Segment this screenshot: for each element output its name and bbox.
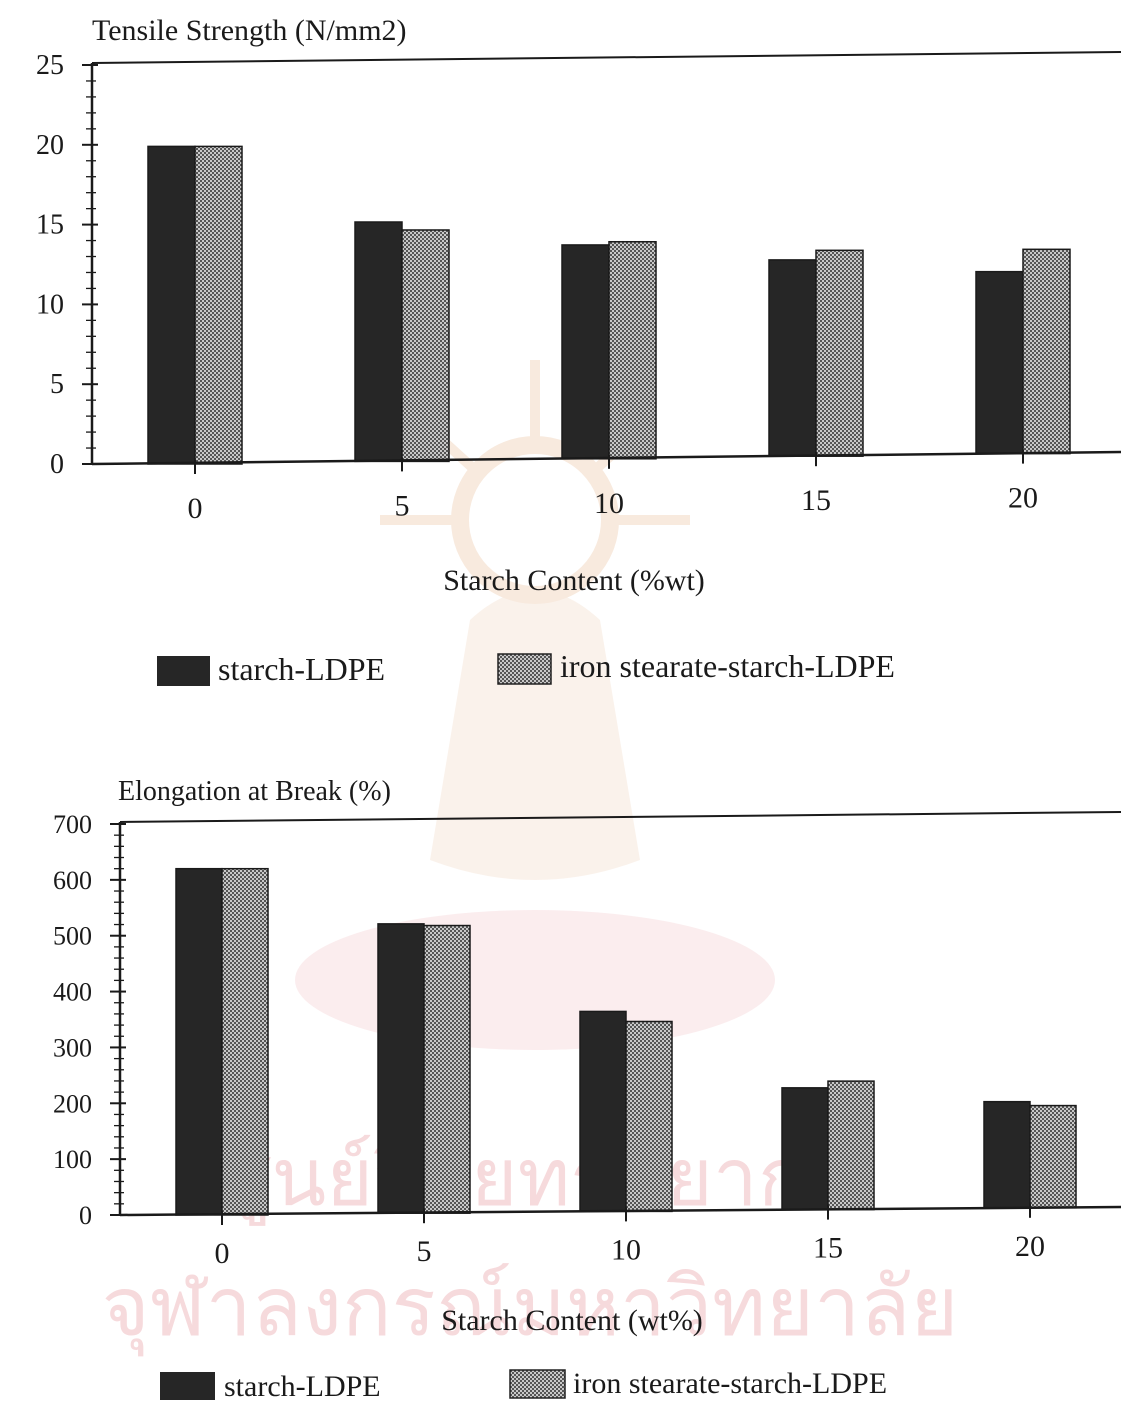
elongation-plot: Elongation at Break (%) 0100200300400500… bbox=[53, 776, 1121, 1403]
bar-iron-stearate-starch-ldpe bbox=[1029, 1104, 1077, 1209]
y-tick-label: 600 bbox=[53, 866, 92, 895]
y-tick-label: 5 bbox=[50, 369, 64, 400]
legend-swatch-starch-ldpe bbox=[157, 656, 210, 686]
legend-label-starch-ldpe: starch-LDPE bbox=[224, 1370, 381, 1403]
y-tick-label: 300 bbox=[53, 1033, 92, 1062]
legend-swatch-starch-ldpe bbox=[160, 1372, 215, 1400]
x-axis bbox=[119, 1205, 1121, 1217]
x-axis-label: Starch Content (wt%) bbox=[441, 1304, 703, 1337]
x-axis bbox=[91, 450, 1121, 466]
y-tick-label: 100 bbox=[53, 1145, 92, 1174]
y-tick-label: 700 bbox=[53, 810, 92, 839]
bar-iron-stearate-starch-ldpe bbox=[221, 867, 269, 1216]
bar-starch-ldpe bbox=[377, 923, 425, 1214]
bar-starch-ldpe bbox=[975, 270, 1024, 455]
bar-iron-stearate-starch-ldpe bbox=[625, 1020, 673, 1213]
bar-iron-stearate-starch-ldpe bbox=[401, 229, 450, 463]
y-tick-label: 15 bbox=[36, 210, 64, 241]
x-tick-label: 15 bbox=[801, 484, 831, 517]
legend-label-starch-ldpe: starch-LDPE bbox=[218, 651, 385, 687]
legend: starch-LDPE iron stearate-starch-LDPE bbox=[157, 648, 895, 687]
bar-iron-stearate-starch-ldpe bbox=[608, 240, 657, 460]
x-tick-label: 0 bbox=[215, 1237, 230, 1270]
legend-swatch-iron-stearate bbox=[497, 653, 552, 685]
chart-title: Elongation at Break (%) bbox=[118, 776, 391, 807]
y-tick-label: 400 bbox=[53, 978, 92, 1007]
x-tick-label: 5 bbox=[417, 1235, 432, 1268]
top-border bbox=[91, 51, 1121, 64]
elongation-chart: Elongation at Break (%) 0 100 200 300 400 500… bbox=[0, 760, 1121, 1403]
legend-label-iron-stearate: iron stearate-starch-LDPE bbox=[573, 1367, 887, 1400]
y-tick-label: 10 bbox=[36, 289, 64, 320]
x-axis-label: Starch Content (%wt) bbox=[443, 564, 705, 597]
bar-starch-ldpe bbox=[768, 259, 817, 457]
bar-iron-stearate-starch-ldpe bbox=[827, 1080, 875, 1211]
bar-starch-ldpe bbox=[354, 221, 403, 463]
bar-starch-ldpe bbox=[561, 244, 610, 460]
bar-iron-stearate-starch-ldpe bbox=[194, 145, 243, 465]
x-tick-label: 15 bbox=[813, 1232, 843, 1265]
x-tick-label: 10 bbox=[594, 487, 624, 520]
bar-starch-ldpe bbox=[781, 1087, 829, 1211]
y-tick-label: 25 bbox=[36, 50, 64, 81]
y-tick-label: 500 bbox=[53, 922, 92, 951]
y-tick-label: 20 bbox=[36, 130, 64, 161]
bar-starch-ldpe bbox=[175, 867, 223, 1216]
bar-iron-stearate-starch-ldpe bbox=[423, 924, 471, 1214]
legend-swatch-iron-stearate bbox=[509, 1369, 566, 1399]
x-tick-label: 5 bbox=[395, 489, 410, 522]
legend: starch-LDPE iron stearate-starch-LDPE bbox=[160, 1367, 887, 1403]
y-tick-label: 0 bbox=[50, 449, 64, 480]
bar-starch-ldpe bbox=[147, 145, 196, 465]
x-tick-label: 20 bbox=[1015, 1230, 1045, 1263]
bar-iron-stearate-starch-ldpe bbox=[1022, 248, 1071, 455]
tensile-strength-chart: Tensile Strength (N/mm2) 0 5 10 15 20 25 0 5 10… bbox=[0, 0, 1121, 700]
bar-starch-ldpe bbox=[579, 1010, 627, 1213]
top-border bbox=[119, 811, 1121, 823]
y-tick-label: 200 bbox=[53, 1089, 92, 1118]
chart-title: Tensile Strength (N/mm2) bbox=[92, 14, 407, 47]
tensile-strength-plot: Tensile Strength (N/mm2) 0 5 10 15 20 25 0 5 10… bbox=[36, 14, 1121, 687]
y-tick-label: 0 bbox=[79, 1201, 92, 1230]
bar-iron-stearate-starch-ldpe bbox=[815, 249, 864, 457]
x-tick-label: 20 bbox=[1008, 482, 1038, 515]
x-tick-label: 10 bbox=[611, 1233, 641, 1266]
bar-starch-ldpe bbox=[983, 1100, 1031, 1209]
x-tick-label: 0 bbox=[188, 492, 203, 525]
legend-label-iron-stearate: iron stearate-starch-LDPE bbox=[560, 648, 895, 684]
